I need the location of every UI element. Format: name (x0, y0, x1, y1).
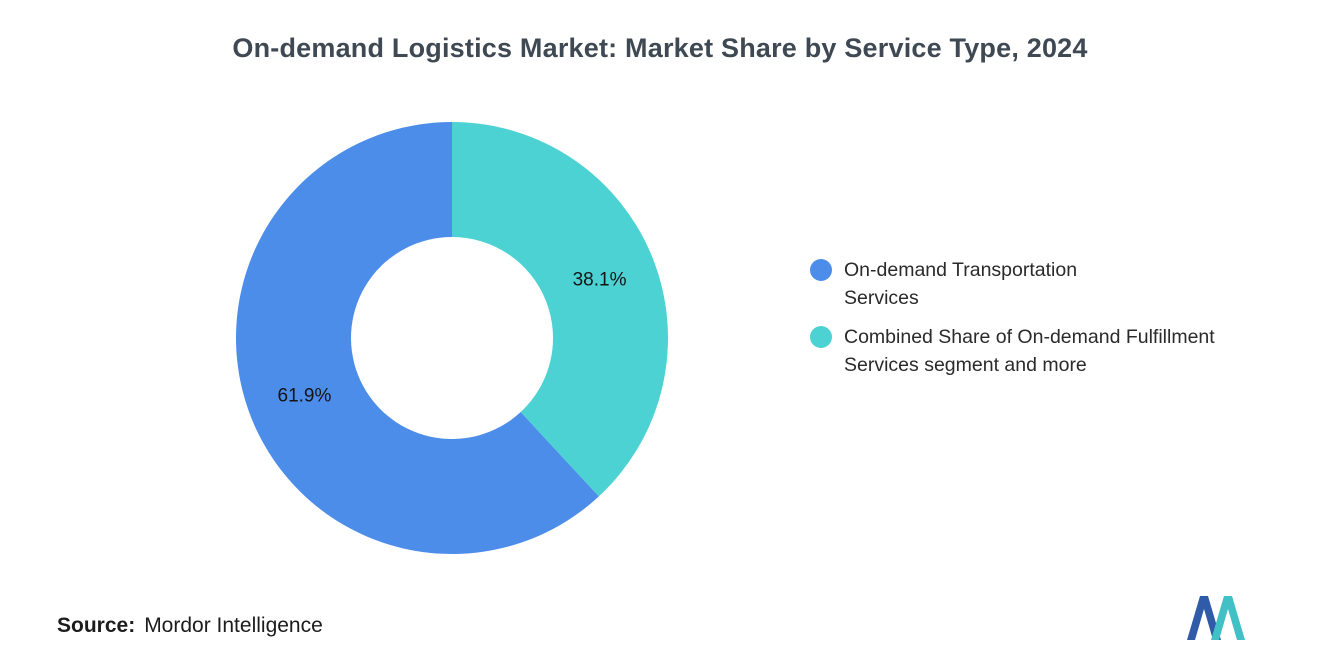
legend-item: Combined Share of On-demand Fulfillment … (810, 323, 1289, 380)
mordor-intelligence-logo (1187, 596, 1245, 640)
donut-chart: 61.9% 38.1% (236, 122, 668, 554)
legend-label: Combined Share of On-demand Fulfillment … (844, 325, 1215, 376)
slice-data-label: 61.9% (278, 385, 332, 406)
donut-slice (452, 122, 668, 497)
legend-item: On-demand Transportation Services (810, 256, 1289, 313)
source-label: Source: (57, 614, 136, 637)
source-note: Source: Mordor Intelligence (57, 614, 323, 638)
legend-swatch-icon (810, 325, 832, 348)
source-value: Mordor Intelligence (144, 614, 323, 637)
legend-label: On-demand Transportation Services (844, 259, 1078, 310)
logo-right-mark (1211, 596, 1245, 640)
logo-left-mark (1187, 596, 1221, 640)
legend-swatch-icon (810, 259, 832, 281)
chart-title: On-demand Logistics Market: Market Share… (232, 33, 1088, 63)
slice-data-label: 38.1% (573, 270, 627, 291)
legend: On-demand Transportation Services Combin… (810, 256, 1289, 379)
donut-slice (236, 122, 599, 554)
